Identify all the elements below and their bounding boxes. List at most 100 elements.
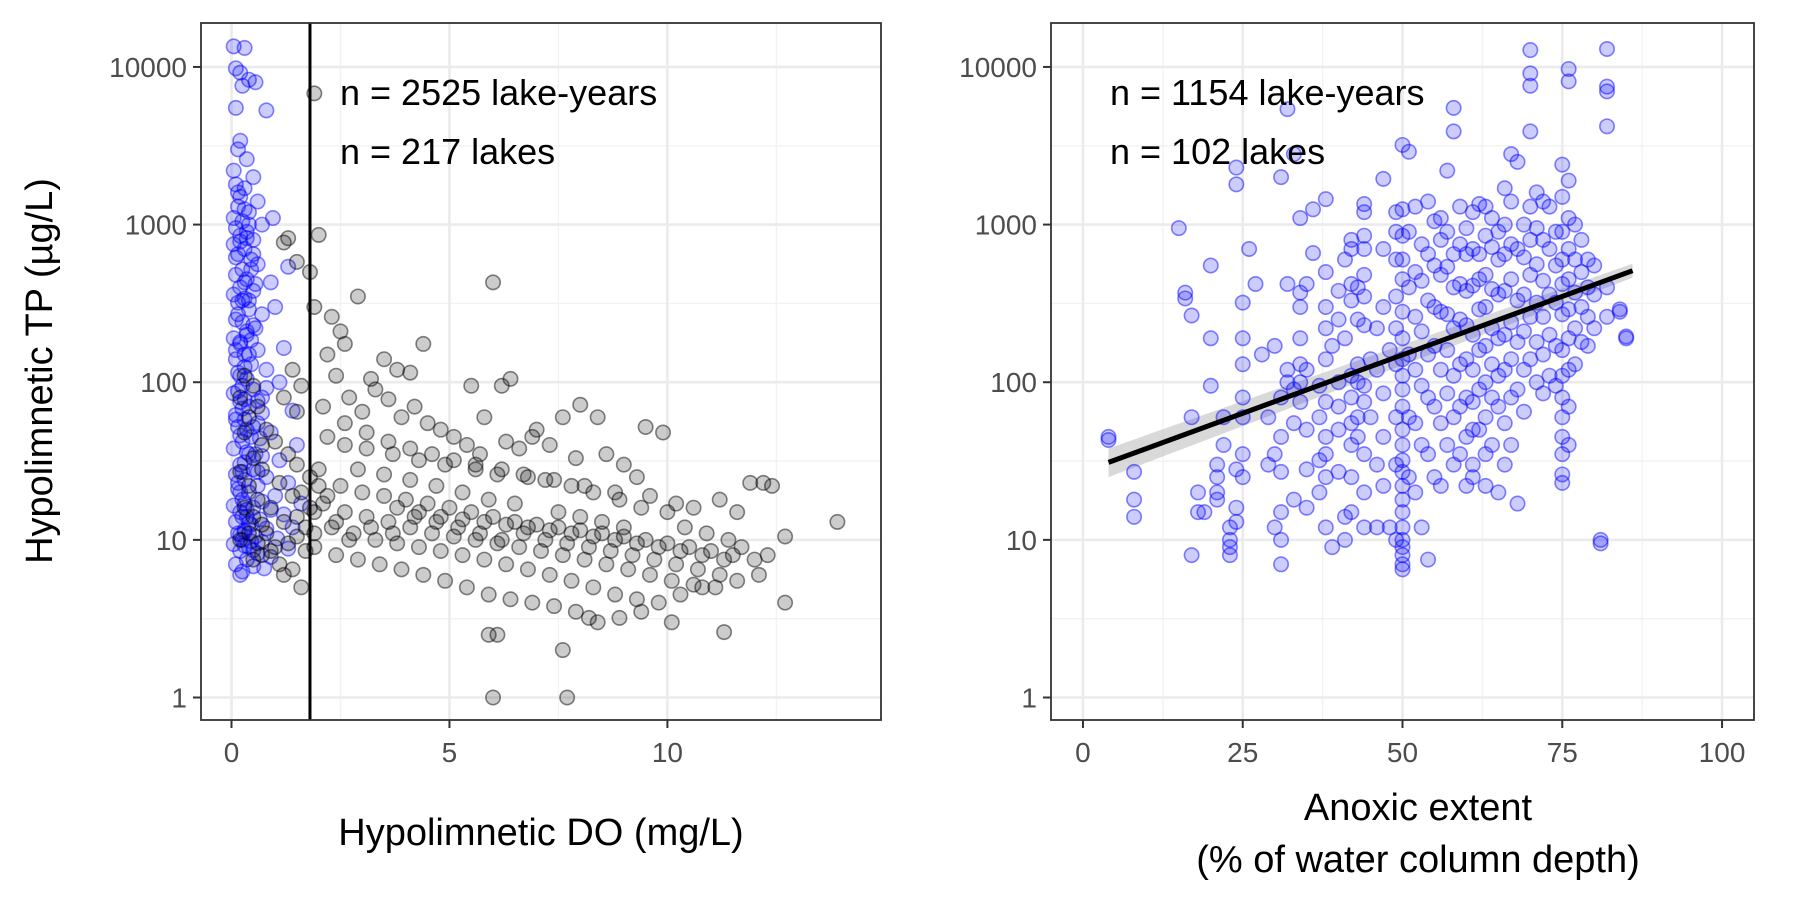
y-tick-label: 100 [140,367,187,398]
data-point [1266,337,1283,354]
data-point [247,275,264,292]
data-point [1611,301,1628,318]
data-point [1349,374,1366,391]
data-point [650,594,667,611]
data-point [1413,377,1430,394]
data-point [371,556,388,573]
data-point [1490,251,1507,268]
right-x-axis-title-line: Anoxic extent [1304,787,1533,829]
data-point [1273,531,1290,548]
data-point [480,586,497,603]
data-point [1260,456,1277,473]
data-point [480,626,497,643]
data-point [362,519,379,536]
data-point [432,508,449,525]
data-point [225,440,242,457]
data-point [240,216,257,233]
data-point [1388,320,1405,337]
data-point [236,391,253,408]
y-tick-label: 1000 [125,210,187,241]
data-point [271,556,288,573]
data-point [262,501,279,518]
data-point [1394,367,1411,384]
data-point [275,234,292,251]
data-point [389,361,406,378]
data-point [232,279,249,296]
data-point [1375,241,1392,258]
data-point [249,415,266,432]
data-point [589,614,606,631]
data-point [681,539,698,556]
data-point [1496,415,1513,432]
data-point [663,572,680,589]
y-tick-label: 1 [1021,683,1037,714]
data-point [777,528,794,545]
data-point [240,292,257,309]
data-point [1599,118,1616,135]
data-point [243,356,260,373]
data-point [485,689,502,706]
data-point [354,484,371,501]
data-point [532,542,549,559]
data-point [293,579,310,596]
data-point [1394,556,1411,573]
data-point [349,461,366,478]
data-point [519,469,536,486]
data-point [567,603,584,620]
data-point [267,539,284,556]
data-point [262,274,279,291]
data-point [1292,299,1309,316]
data-point [458,436,475,453]
data-point [1356,288,1373,305]
data-point [1567,216,1584,233]
data-point [358,440,375,457]
data-point [1458,220,1475,237]
data-point [1522,198,1539,215]
data-point [249,256,266,273]
data-point [380,513,397,530]
data-point [424,446,441,463]
data-point [1547,337,1564,354]
data-point [1515,216,1532,233]
data-point [275,566,292,583]
data-point [1439,385,1456,402]
data-point [1394,463,1411,480]
data-point [1368,320,1385,337]
data-point [240,539,257,556]
data-point [524,594,541,611]
data-point [258,361,275,378]
data-point [1336,508,1353,525]
data-point [1413,436,1430,453]
data-point [1541,367,1558,384]
data-point [230,418,247,435]
data-point [393,561,410,578]
data-point [1483,239,1500,256]
left-annotation-lake-years: n = 2525 lake-years [340,72,657,113]
data-point [1439,342,1456,359]
data-point [1464,393,1481,410]
data-point [1362,409,1379,426]
data-point [589,409,606,426]
data-point [1426,299,1443,316]
data-point [1554,342,1571,359]
data-point [594,525,611,542]
data-point [428,513,445,530]
data-point [232,233,249,250]
x-tick-label: 75 [1547,737,1578,768]
data-point [293,484,310,501]
data-point [271,474,288,491]
data-point [232,504,249,521]
data-point [1298,499,1315,516]
data-point [1292,374,1309,391]
data-point [1458,389,1475,406]
data-point [585,579,602,596]
data-point [380,391,397,408]
data-point [254,533,271,550]
data-point [1432,266,1449,283]
data-point [563,572,580,589]
data-point [1420,389,1437,406]
data-point [1535,193,1552,210]
data-point [1394,251,1411,268]
data-point [1420,292,1437,309]
data-point [471,525,488,542]
